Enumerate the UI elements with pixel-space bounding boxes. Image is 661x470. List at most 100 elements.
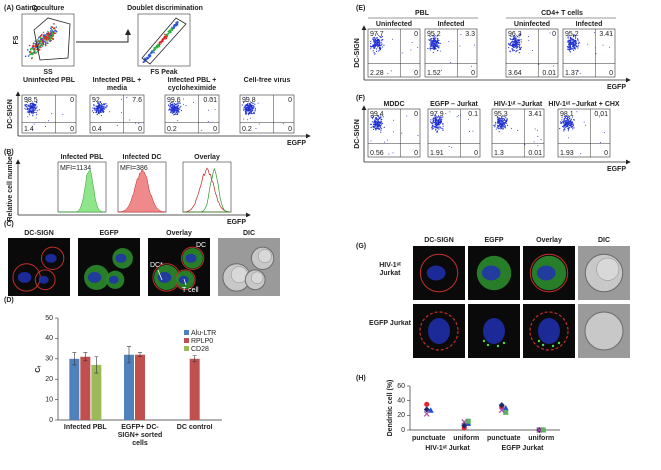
annotation: DC	[196, 242, 206, 249]
event-dot	[106, 105, 108, 107]
event-dot	[519, 33, 521, 35]
event-dot	[436, 41, 438, 44]
event-dot	[381, 39, 383, 41]
row-label: EGFP Jurkat	[369, 320, 411, 327]
event-dot	[174, 109, 176, 111]
event-dot	[573, 119, 575, 121]
event-dot	[383, 126, 385, 128]
event-dot	[28, 44, 31, 47]
event-dot	[576, 45, 578, 48]
event-dot	[26, 111, 29, 113]
event-dot	[401, 52, 403, 54]
event-dot	[372, 38, 374, 40]
plot-title: Infected PBL	[61, 154, 105, 161]
event-dot	[570, 42, 572, 44]
event-dot	[571, 121, 573, 123]
event-dot	[248, 104, 250, 106]
y-axis-label: DC-SIGN	[354, 119, 361, 149]
event-dot	[254, 110, 256, 112]
point	[461, 419, 468, 425]
event-dot	[577, 45, 579, 47]
event-dot	[245, 108, 247, 110]
event-dot	[47, 120, 49, 122]
arrow	[157, 269, 163, 281]
event-dot	[33, 51, 35, 54]
event-dot	[575, 36, 577, 38]
event-dot	[448, 146, 450, 148]
event-dot	[514, 39, 516, 41]
event-dot	[574, 41, 576, 43]
event-dot	[569, 125, 571, 127]
event-dot	[100, 111, 102, 113]
arrow	[183, 278, 187, 286]
event-dot	[252, 112, 254, 114]
event-dot	[373, 52, 375, 54]
event-dot	[374, 44, 377, 46]
quadrant-value: 3.3	[465, 31, 475, 38]
event-dot	[28, 54, 31, 56]
event-dot	[170, 105, 172, 107]
event-dot	[502, 121, 504, 123]
point	[427, 407, 434, 413]
event-dot	[598, 116, 600, 118]
event-dot	[92, 107, 94, 109]
event-dot	[370, 46, 372, 48]
legend-label: RPLP0	[191, 338, 213, 345]
event-dot	[566, 123, 568, 125]
event-dot	[378, 50, 380, 52]
event-dot	[374, 121, 376, 123]
plot-frame	[21, 94, 77, 134]
event-dot	[437, 126, 439, 128]
nucleus	[538, 318, 560, 344]
event-dot	[388, 153, 390, 155]
event-dot	[448, 41, 450, 43]
event-dot	[172, 108, 175, 110]
quadrant-value: 0.01	[542, 70, 556, 77]
event-dot	[561, 116, 563, 118]
event-dot	[503, 119, 506, 121]
quadrant-value: 96.3	[508, 31, 522, 38]
event-dot	[433, 42, 436, 44]
event-dot	[516, 47, 518, 49]
event-dot	[52, 27, 55, 30]
event-dot	[433, 34, 435, 36]
event-dot	[501, 128, 504, 130]
event-dot	[369, 123, 372, 125]
event-dot	[562, 122, 565, 124]
event-dot	[96, 110, 98, 112]
plot-title-box: Cell-free virus	[244, 77, 291, 84]
event-dot	[44, 126, 46, 128]
event-dot	[432, 120, 434, 122]
quadrant-value: 0	[70, 126, 74, 133]
mfi-label: MFI=386	[120, 165, 148, 172]
point	[498, 407, 505, 414]
event-dot	[250, 106, 252, 108]
event-dot	[567, 120, 569, 122]
event-dot	[601, 115, 603, 117]
event-dot	[568, 45, 570, 48]
plot-title: Infected DC	[123, 154, 162, 161]
event-dot	[434, 40, 436, 42]
event-dot	[255, 128, 257, 130]
event-dot	[442, 123, 444, 125]
event-dot	[431, 128, 433, 130]
event-dot	[460, 34, 462, 36]
event-dot	[100, 108, 102, 110]
event-dot	[379, 35, 381, 38]
nucleus	[157, 271, 172, 283]
event-dot	[100, 109, 102, 112]
event-dot	[432, 118, 434, 120]
event-dot	[370, 48, 372, 50]
event-dot	[99, 110, 101, 112]
x-axis-label: EGFP	[227, 219, 246, 226]
event-dot	[565, 121, 567, 123]
event-dot	[374, 38, 376, 40]
event-dot	[247, 109, 249, 111]
event-dot	[175, 22, 178, 24]
event-dot	[565, 123, 567, 125]
event-dot	[563, 120, 565, 122]
quadrant-value: 1.37	[565, 70, 579, 77]
event-dot	[241, 104, 243, 106]
event-dot	[93, 111, 95, 114]
event-dot	[173, 106, 176, 108]
